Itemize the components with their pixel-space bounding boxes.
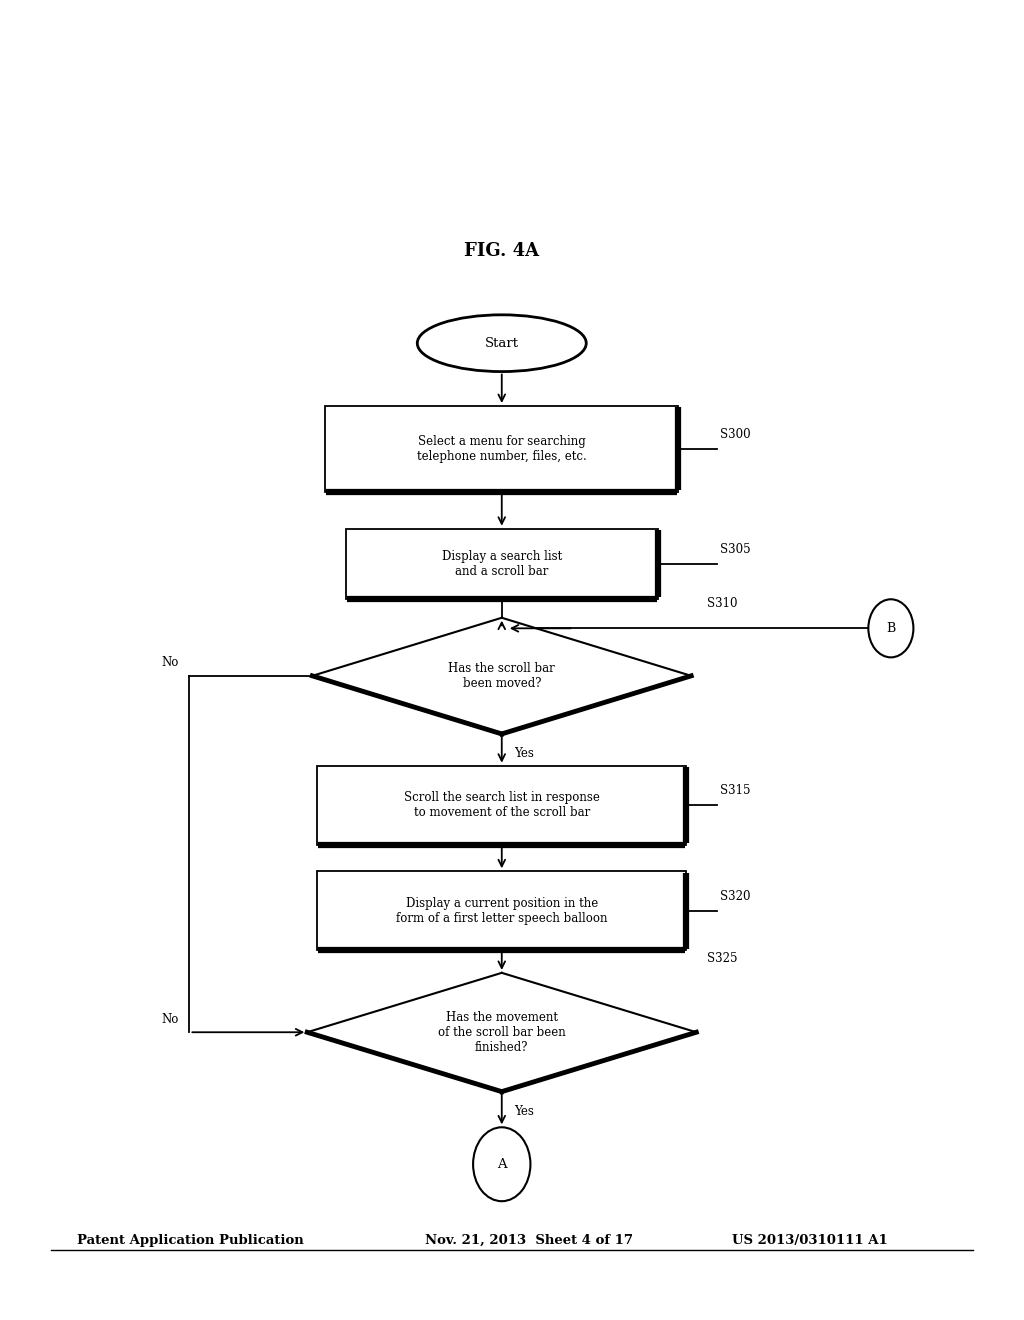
Text: S310: S310	[707, 597, 737, 610]
Text: S325: S325	[707, 952, 737, 965]
Polygon shape	[312, 618, 691, 734]
Text: Has the movement
of the scroll bar been
finished?: Has the movement of the scroll bar been …	[438, 1011, 565, 1053]
Text: S320: S320	[720, 890, 751, 903]
Circle shape	[473, 1127, 530, 1201]
Text: Display a search list
and a scroll bar: Display a search list and a scroll bar	[441, 549, 562, 578]
Polygon shape	[307, 973, 696, 1092]
Circle shape	[868, 599, 913, 657]
Text: S315: S315	[720, 784, 751, 797]
Text: No: No	[162, 1012, 179, 1026]
Text: Scroll the search list in response
to movement of the scroll bar: Scroll the search list in response to mo…	[403, 791, 600, 820]
Text: Nov. 21, 2013  Sheet 4 of 17: Nov. 21, 2013 Sheet 4 of 17	[425, 1233, 633, 1246]
Text: No: No	[162, 656, 179, 669]
Text: Yes: Yes	[514, 1105, 534, 1118]
Text: S300: S300	[720, 428, 751, 441]
Text: Select a menu for searching
telephone number, files, etc.: Select a menu for searching telephone nu…	[417, 434, 587, 463]
Text: Start: Start	[484, 337, 519, 350]
FancyBboxPatch shape	[317, 871, 686, 950]
Text: US 2013/0310111 A1: US 2013/0310111 A1	[732, 1233, 888, 1246]
Text: Patent Application Publication: Patent Application Publication	[77, 1233, 303, 1246]
Text: S305: S305	[720, 543, 751, 556]
Text: Yes: Yes	[514, 747, 534, 760]
Ellipse shape	[418, 315, 586, 372]
FancyBboxPatch shape	[326, 405, 678, 491]
Text: Has the scroll bar
been moved?: Has the scroll bar been moved?	[449, 661, 555, 690]
FancyBboxPatch shape	[317, 766, 686, 845]
Text: Display a current position in the
form of a first letter speech balloon: Display a current position in the form o…	[396, 896, 607, 925]
Text: FIG. 4A: FIG. 4A	[464, 242, 540, 260]
FancyBboxPatch shape	[346, 528, 658, 599]
Text: A: A	[497, 1158, 507, 1171]
Text: B: B	[886, 622, 896, 635]
